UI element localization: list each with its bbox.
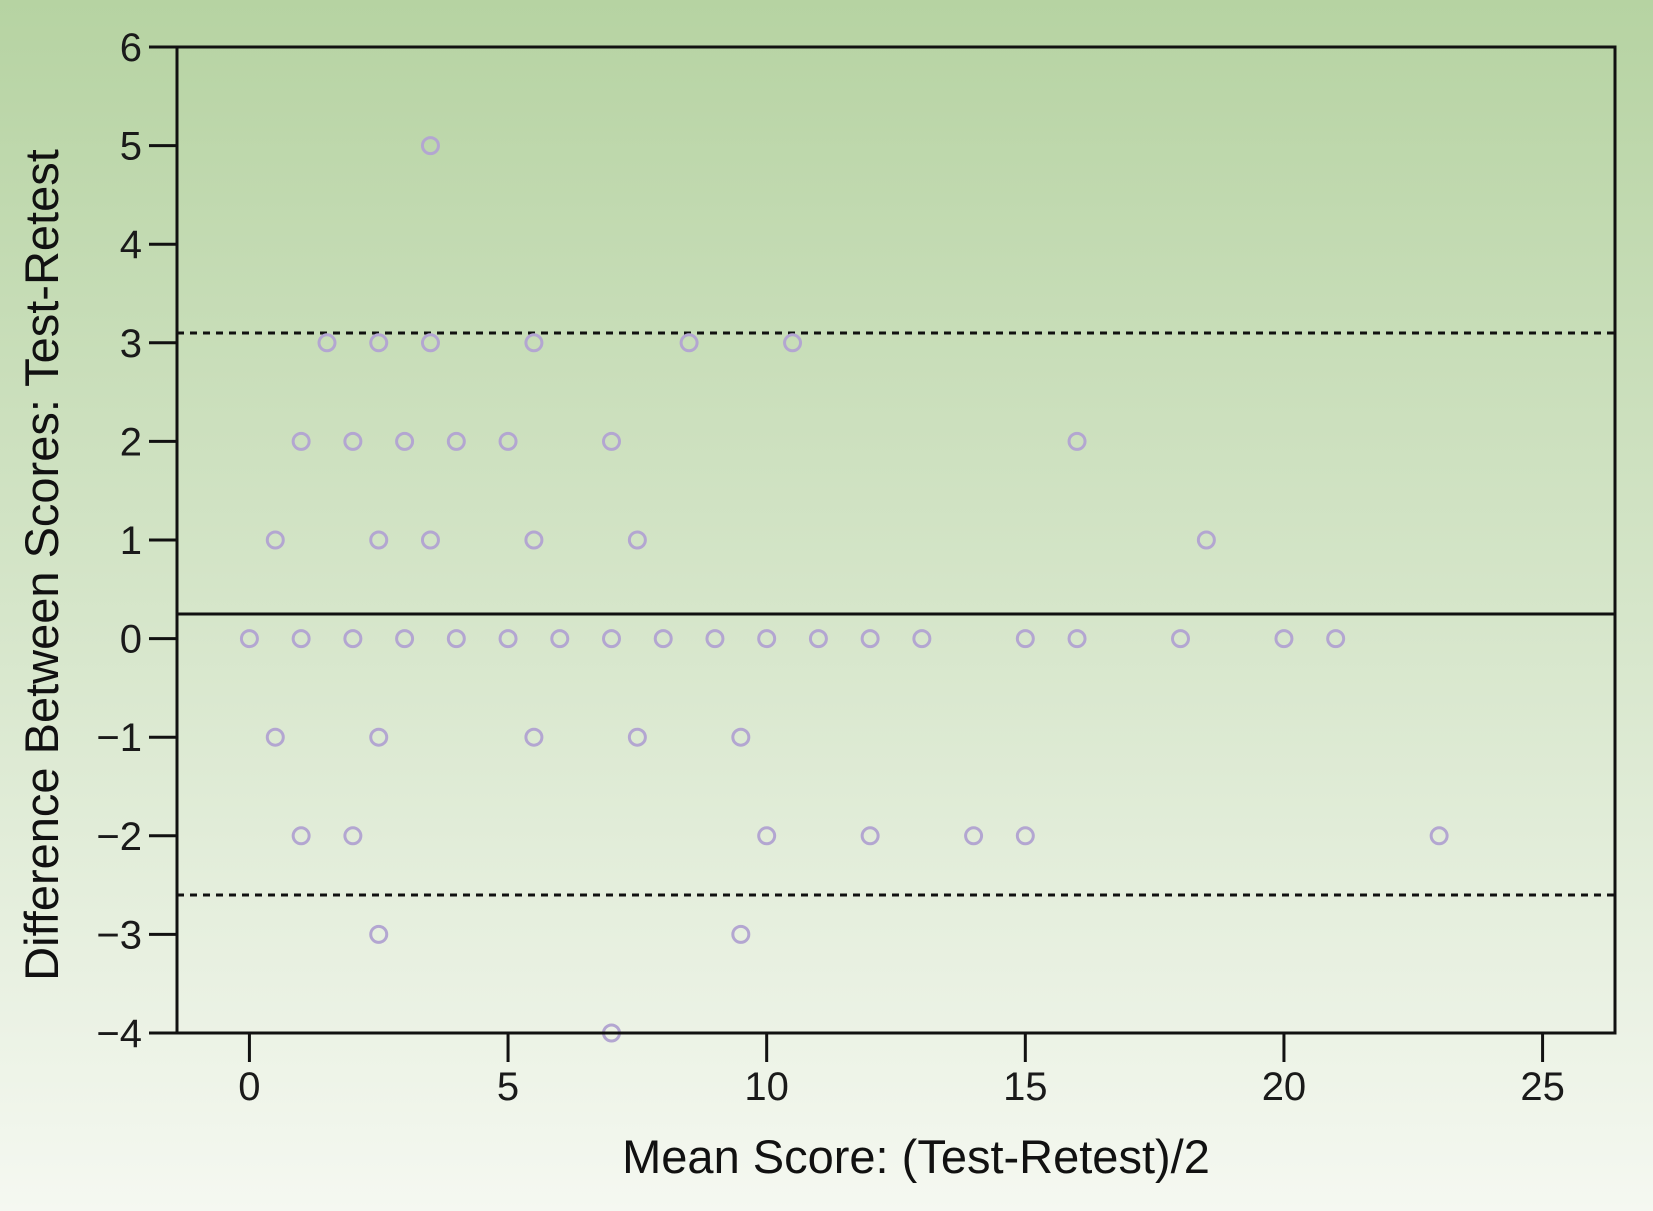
data-point	[446, 431, 466, 451]
data-point	[420, 333, 440, 353]
data-point	[860, 629, 880, 649]
data-point	[860, 826, 880, 846]
y-tick-label: −3	[96, 913, 142, 957]
data-point	[731, 924, 751, 944]
data-point	[1196, 530, 1216, 550]
data-point	[239, 629, 259, 649]
data-point	[808, 629, 828, 649]
y-tick-label: 4	[120, 223, 142, 267]
data-point	[757, 826, 777, 846]
data-point	[343, 629, 363, 649]
data-point	[395, 431, 415, 451]
data-point	[498, 629, 518, 649]
data-point	[317, 333, 337, 353]
y-tick-label: 1	[120, 519, 142, 563]
data-point	[343, 431, 363, 451]
y-axis-ticks: 6 5 4 3 2 1 0 −1 −2 −3 −4	[96, 26, 177, 1056]
data-point	[1015, 629, 1035, 649]
y-tick-label: −4	[96, 1012, 142, 1056]
x-tick-label: 0	[238, 1065, 260, 1109]
data-point	[705, 629, 725, 649]
x-tick-label: 10	[744, 1065, 789, 1109]
data-point	[369, 530, 389, 550]
data-point	[653, 629, 673, 649]
x-tick-label: 5	[497, 1065, 519, 1109]
y-tick-label: 2	[120, 420, 142, 464]
data-point	[912, 629, 932, 649]
data-point	[1274, 629, 1294, 649]
data-point	[550, 629, 570, 649]
y-tick-label: 6	[120, 26, 142, 70]
x-tick-label: 20	[1262, 1065, 1307, 1109]
data-point	[420, 530, 440, 550]
y-tick-label: −2	[96, 815, 142, 859]
data-point	[291, 431, 311, 451]
data-point	[524, 530, 544, 550]
data-point	[343, 826, 363, 846]
plot-area-frame	[175, 45, 1617, 1035]
y-tick-label: −1	[96, 716, 142, 760]
data-point	[731, 727, 751, 747]
data-point	[627, 727, 647, 747]
data-point	[291, 826, 311, 846]
data-point	[1015, 826, 1035, 846]
data-point	[369, 924, 389, 944]
data-point	[524, 727, 544, 747]
y-axis-label: Difference Between Scores: Test-Retest	[15, 149, 68, 981]
x-tick-label: 15	[1003, 1065, 1048, 1109]
data-point	[602, 629, 622, 649]
data-point	[1326, 629, 1346, 649]
data-point	[369, 333, 389, 353]
data-point	[395, 629, 415, 649]
data-point	[265, 530, 285, 550]
data-point	[1170, 629, 1190, 649]
data-points	[239, 136, 1449, 1043]
data-point	[627, 530, 647, 550]
data-point	[498, 431, 518, 451]
reference-lines	[177, 331, 1615, 897]
data-point	[1429, 826, 1449, 846]
x-tick-label: 25	[1520, 1065, 1565, 1109]
data-point	[602, 431, 622, 451]
x-axis-ticks: 0 5 10 15 20 25	[238, 1033, 1565, 1109]
data-point	[783, 333, 803, 353]
data-point	[446, 629, 466, 649]
y-tick-label: 0	[120, 618, 142, 662]
data-point	[291, 629, 311, 649]
data-point	[369, 727, 389, 747]
data-point	[1067, 431, 1087, 451]
data-point	[757, 629, 777, 649]
x-axis-label: Mean Score: (Test-Retest)/2	[622, 1130, 1210, 1183]
data-point	[524, 333, 544, 353]
data-point	[265, 727, 285, 747]
data-point	[964, 826, 984, 846]
data-point	[679, 333, 699, 353]
data-point	[420, 136, 440, 156]
y-tick-label: 5	[120, 125, 142, 169]
y-tick-label: 3	[120, 322, 142, 366]
data-point	[1067, 629, 1087, 649]
